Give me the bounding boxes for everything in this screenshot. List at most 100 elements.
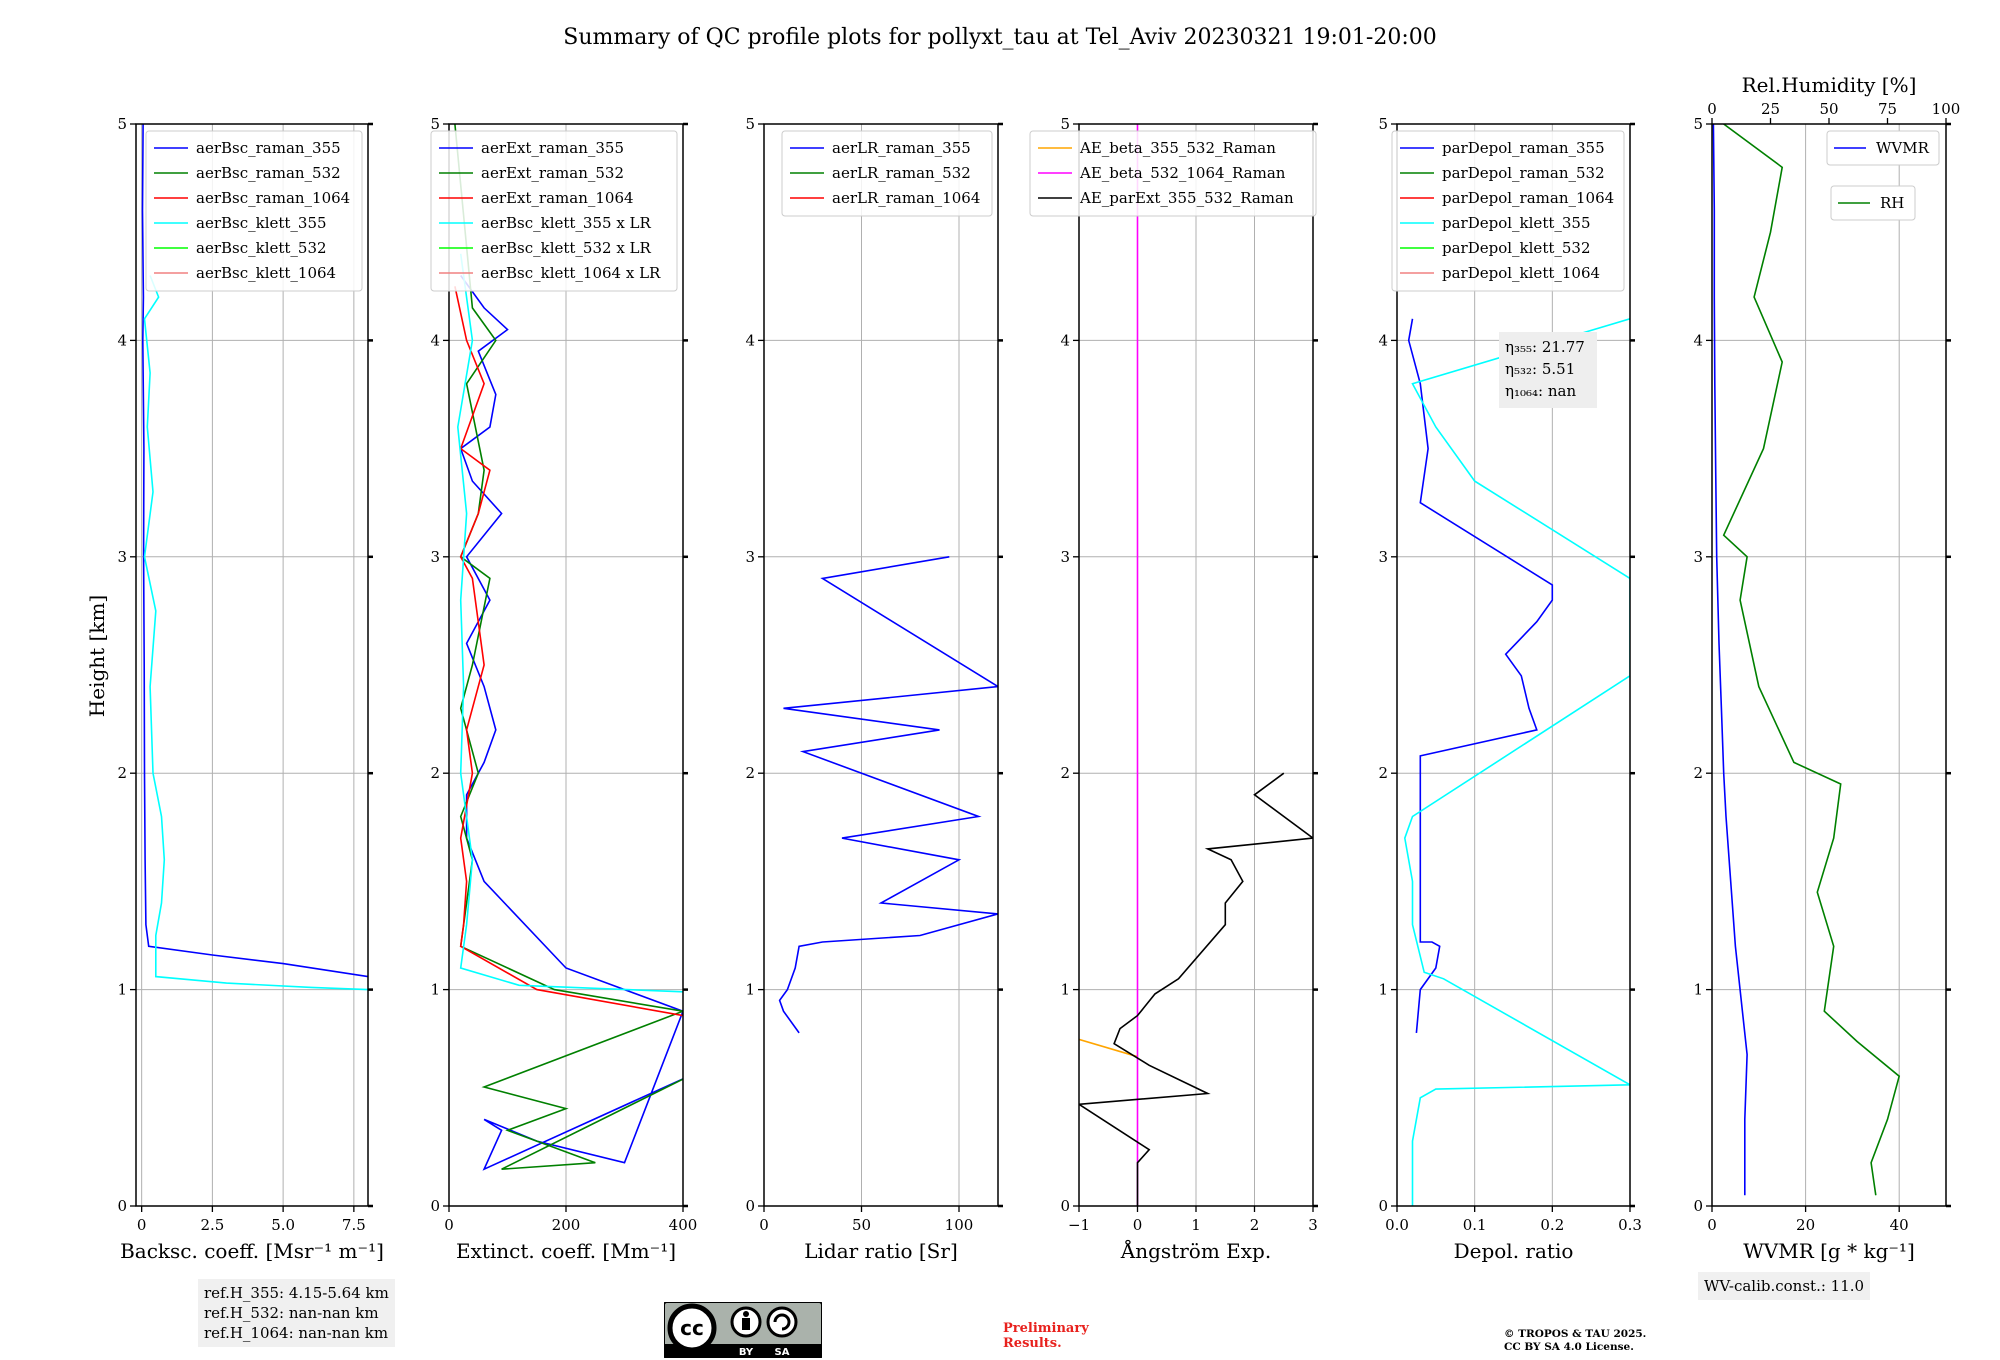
legend-label: aerExt_raman_532 — [481, 164, 624, 182]
ref-height-1064: ref.H_1064: nan-nan km — [204, 1324, 389, 1342]
ref-height-532: ref.H_532: nan-nan km — [204, 1304, 379, 1322]
copyright-line-2: CC BY SA 4.0 License. — [1504, 1341, 1634, 1353]
legend-label: parDepol_klett_355 — [1442, 214, 1591, 232]
legend-label: aerLR_raman_355 — [832, 139, 971, 157]
x-tick-label: 2 — [1250, 1216, 1260, 1234]
eta-annotation: η₃₅₅: 21.77 — [1505, 338, 1585, 356]
legend-label: aerBsc_klett_1064 x LR — [481, 264, 661, 282]
y-tick-label: 2 — [1060, 764, 1070, 782]
top-tick-label: 0 — [1707, 100, 1717, 118]
x-axis-label: Extinct. coeff. [Mm⁻¹] — [456, 1239, 676, 1263]
y-tick-label: 2 — [430, 764, 440, 782]
series-line-parDepol_raman_355 — [1407, 318, 1554, 1033]
y-tick-label: 5 — [1378, 115, 1388, 133]
legend-box — [1029, 130, 1317, 217]
legend-label: RH — [1880, 194, 1904, 212]
legend-box — [781, 130, 993, 217]
legend-label: parDepol_klett_1064 — [1442, 264, 1600, 282]
svg-text:cc: cc — [680, 1316, 704, 1340]
y-tick-label: 4 — [1378, 331, 1388, 349]
eta-annotation: η₅₃₂: 5.51 — [1505, 360, 1575, 378]
legend: aerBsc_raman_355 aerBsc_raman_532 aerBsc_r… — [145, 130, 363, 292]
y-tick-label: 0 — [1378, 1197, 1388, 1215]
series-group — [1079, 124, 1313, 1206]
series-group — [778, 556, 998, 1034]
series-line-RH — [1722, 124, 1901, 1196]
x-tick-label: 0 — [444, 1216, 454, 1234]
y-tick-label: 3 — [1693, 548, 1703, 566]
legend-label: aerBsc_klett_532 x LR — [481, 239, 652, 257]
x-tick-label: 40 — [1890, 1216, 1909, 1234]
legend-box — [1830, 185, 1916, 221]
x-tick-label: 0.1 — [1463, 1216, 1487, 1234]
x-tick-label: 0 — [1133, 1216, 1143, 1234]
top-tick-label: 25 — [1761, 100, 1780, 118]
x-axis-label: Ångström Exp. — [1120, 1238, 1271, 1263]
legend-label: aerBsc_klett_1064 — [196, 264, 336, 282]
copyright-line-1: © TROPOS & TAU 2025. — [1504, 1328, 1647, 1340]
legend-label: parDepol_raman_1064 — [1442, 189, 1614, 207]
legend-wvmr: WVMR — [1826, 130, 1940, 166]
x-tick-label: −1 — [1068, 1216, 1090, 1234]
legend-label: AE_parExt_355_532_Raman — [1079, 189, 1294, 207]
y-tick-label: 1 — [430, 981, 440, 999]
legend-label: aerExt_raman_1064 — [481, 189, 634, 207]
eta-annotation: η₁₀₆₄: nan — [1505, 382, 1576, 400]
x-tick-label: 3 — [1308, 1216, 1318, 1234]
panel-2: 0 200 400 0 1 2 3 4 5 Extinct. coeff. [Mm⁻¹] aerEx… — [430, 115, 697, 1263]
legend-label: aerBsc_raman_355 — [196, 139, 341, 157]
sa-icon — [766, 1306, 798, 1338]
x-tick-label: 20 — [1796, 1216, 1815, 1234]
legend-label: parDepol_raman_532 — [1442, 164, 1605, 182]
panel-6: 0 20 40 0 1 2 3 4 5 WVMR [g * kg⁻¹] 0 25 50 75 100 Rel.… — [1693, 73, 1960, 1263]
y-tick-label: 3 — [745, 548, 755, 566]
y-tick-label: 0 — [745, 1197, 755, 1215]
y-tick-label: 1 — [1060, 981, 1070, 999]
legend-label: aerLR_raman_1064 — [832, 189, 980, 207]
x-tick-label: 0.2 — [1540, 1216, 1564, 1234]
legend-label: parDepol_raman_355 — [1442, 139, 1605, 157]
y-tick-label: 1 — [1693, 981, 1703, 999]
series-line-aerExt_raman_532 — [454, 124, 683, 1170]
legend-label: parDepol_klett_532 — [1442, 239, 1591, 257]
x-tick-label: 0.3 — [1618, 1216, 1642, 1234]
y-tick-label: 0 — [1060, 1197, 1070, 1215]
y-tick-label: 4 — [1693, 331, 1703, 349]
x-tick-label: 7.5 — [342, 1216, 366, 1234]
legend-label: aerLR_raman_532 — [832, 164, 971, 182]
x-tick-label: 400 — [669, 1216, 698, 1234]
legend-label: AE_beta_355_532_Raman — [1079, 139, 1276, 157]
legend: parDepol_raman_355 parDepol_raman_532 parD… — [1391, 130, 1625, 292]
legend-label: aerBsc_raman_1064 — [196, 189, 350, 207]
y-tick-label: 4 — [1060, 331, 1070, 349]
legend: aerLR_raman_355 aerLR_raman_532 aerLR_rama… — [781, 130, 993, 217]
y-tick-label: 2 — [117, 764, 127, 782]
series-line-aerBsc_raman_355 — [141, 124, 368, 978]
x-tick-label: 2.5 — [200, 1216, 224, 1234]
x-tick-label: 1 — [1191, 1216, 1201, 1234]
cc-sa-label: SA — [775, 1347, 790, 1358]
y-tick-label: 2 — [1378, 764, 1388, 782]
panel-5: 0.0 0.1 0.2 0.3 0 1 2 3 4 5 Depol. ratio parDepol_r… — [1378, 115, 1641, 1263]
x-tick-label: 200 — [552, 1216, 581, 1234]
series-group — [1712, 124, 1901, 1196]
series-line-AE_beta_355_532_Raman — [1079, 1038, 1138, 1058]
x-tick-label: 0.0 — [1385, 1216, 1409, 1234]
eta-annotation-box — [1499, 332, 1597, 408]
y-tick-label: 3 — [117, 548, 127, 566]
axes-frame — [1711, 123, 1947, 1207]
wv-calib-box: WV-calib.const.: 11.0 — [1698, 1272, 1871, 1300]
axes-frame — [135, 123, 369, 1207]
y-tick-label: 4 — [117, 331, 127, 349]
preliminary-note: Preliminary Results. — [1003, 1321, 1089, 1351]
series-group — [454, 124, 683, 1171]
series-group — [141, 124, 368, 991]
figure-title: Summary of QC profile plots for pollyxt_… — [563, 25, 1436, 50]
y-tick-label: 3 — [430, 548, 440, 566]
axes-frame — [763, 123, 999, 1207]
legend-label: aerBsc_klett_532 — [196, 239, 327, 257]
y-tick-label: 3 — [1060, 548, 1070, 566]
preliminary-line-2: Results. — [1003, 1336, 1062, 1351]
